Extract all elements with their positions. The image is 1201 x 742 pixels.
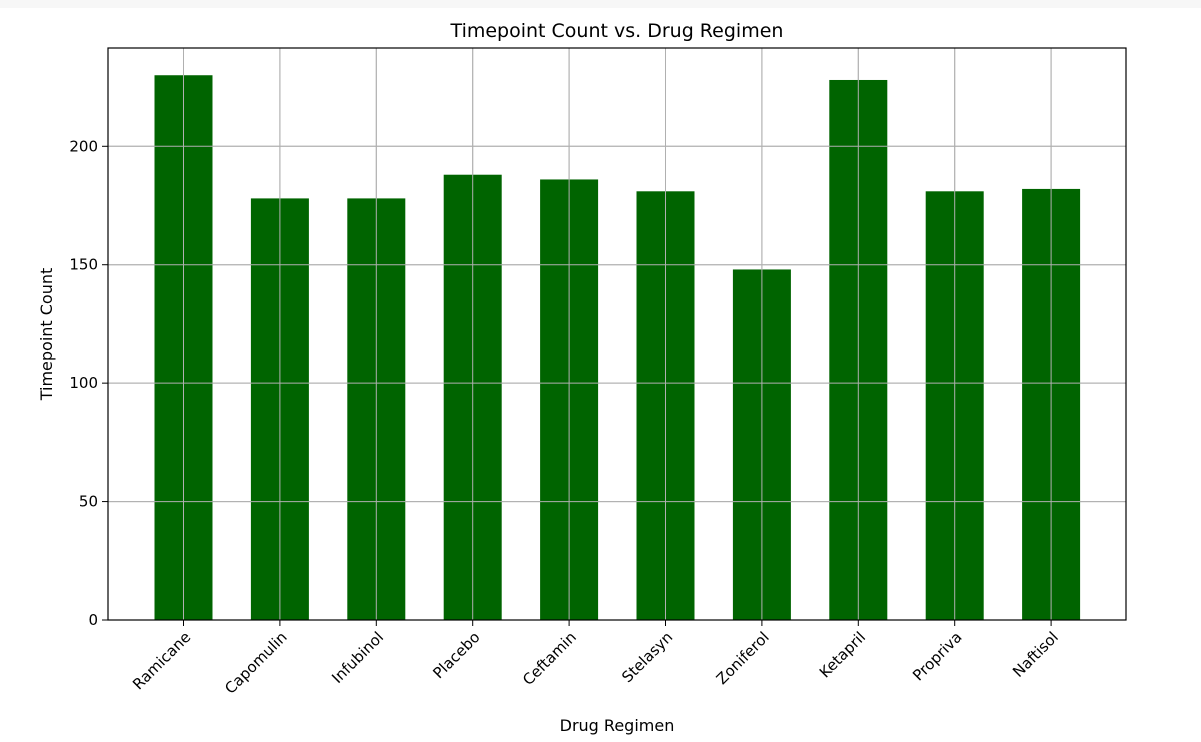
- x-tick-label: Capomulin: [221, 628, 291, 698]
- top-strip: [0, 0, 1201, 8]
- bars-layer: [108, 48, 1126, 620]
- y-tick-label: 100: [69, 374, 98, 392]
- x-axis: Ramicane Capomulin Infubinol Placebo Ceftami…: [129, 620, 1062, 698]
- x-tick-label: Naftisol: [1009, 628, 1062, 681]
- x-tick-label: Propriva: [909, 628, 965, 684]
- y-tick-label: 200: [69, 137, 98, 155]
- plot-frame: [107, 47, 1127, 621]
- y-tick-label: 150: [69, 256, 98, 274]
- chart-title: Timepoint Count vs. Drug Regimen: [450, 20, 784, 42]
- x-axis-label: Drug Regimen: [560, 716, 675, 735]
- y-tick-label: 50: [79, 493, 98, 511]
- x-tick-label: Zoniferol: [713, 628, 773, 688]
- x-tick-label: Ketapril: [816, 628, 869, 681]
- x-tick-label: Infubinol: [328, 628, 387, 687]
- y-tick-label: 0: [88, 611, 98, 629]
- y-axis-label: Timepoint Count: [37, 268, 56, 402]
- x-tick-label: Stelasyn: [618, 628, 676, 686]
- y-axis: 0 50 100 150 200: [69, 137, 108, 629]
- x-tick-label: Ceftamin: [519, 628, 580, 689]
- x-tick-label: Ramicane: [129, 628, 194, 693]
- x-tick-label: Placebo: [429, 628, 483, 682]
